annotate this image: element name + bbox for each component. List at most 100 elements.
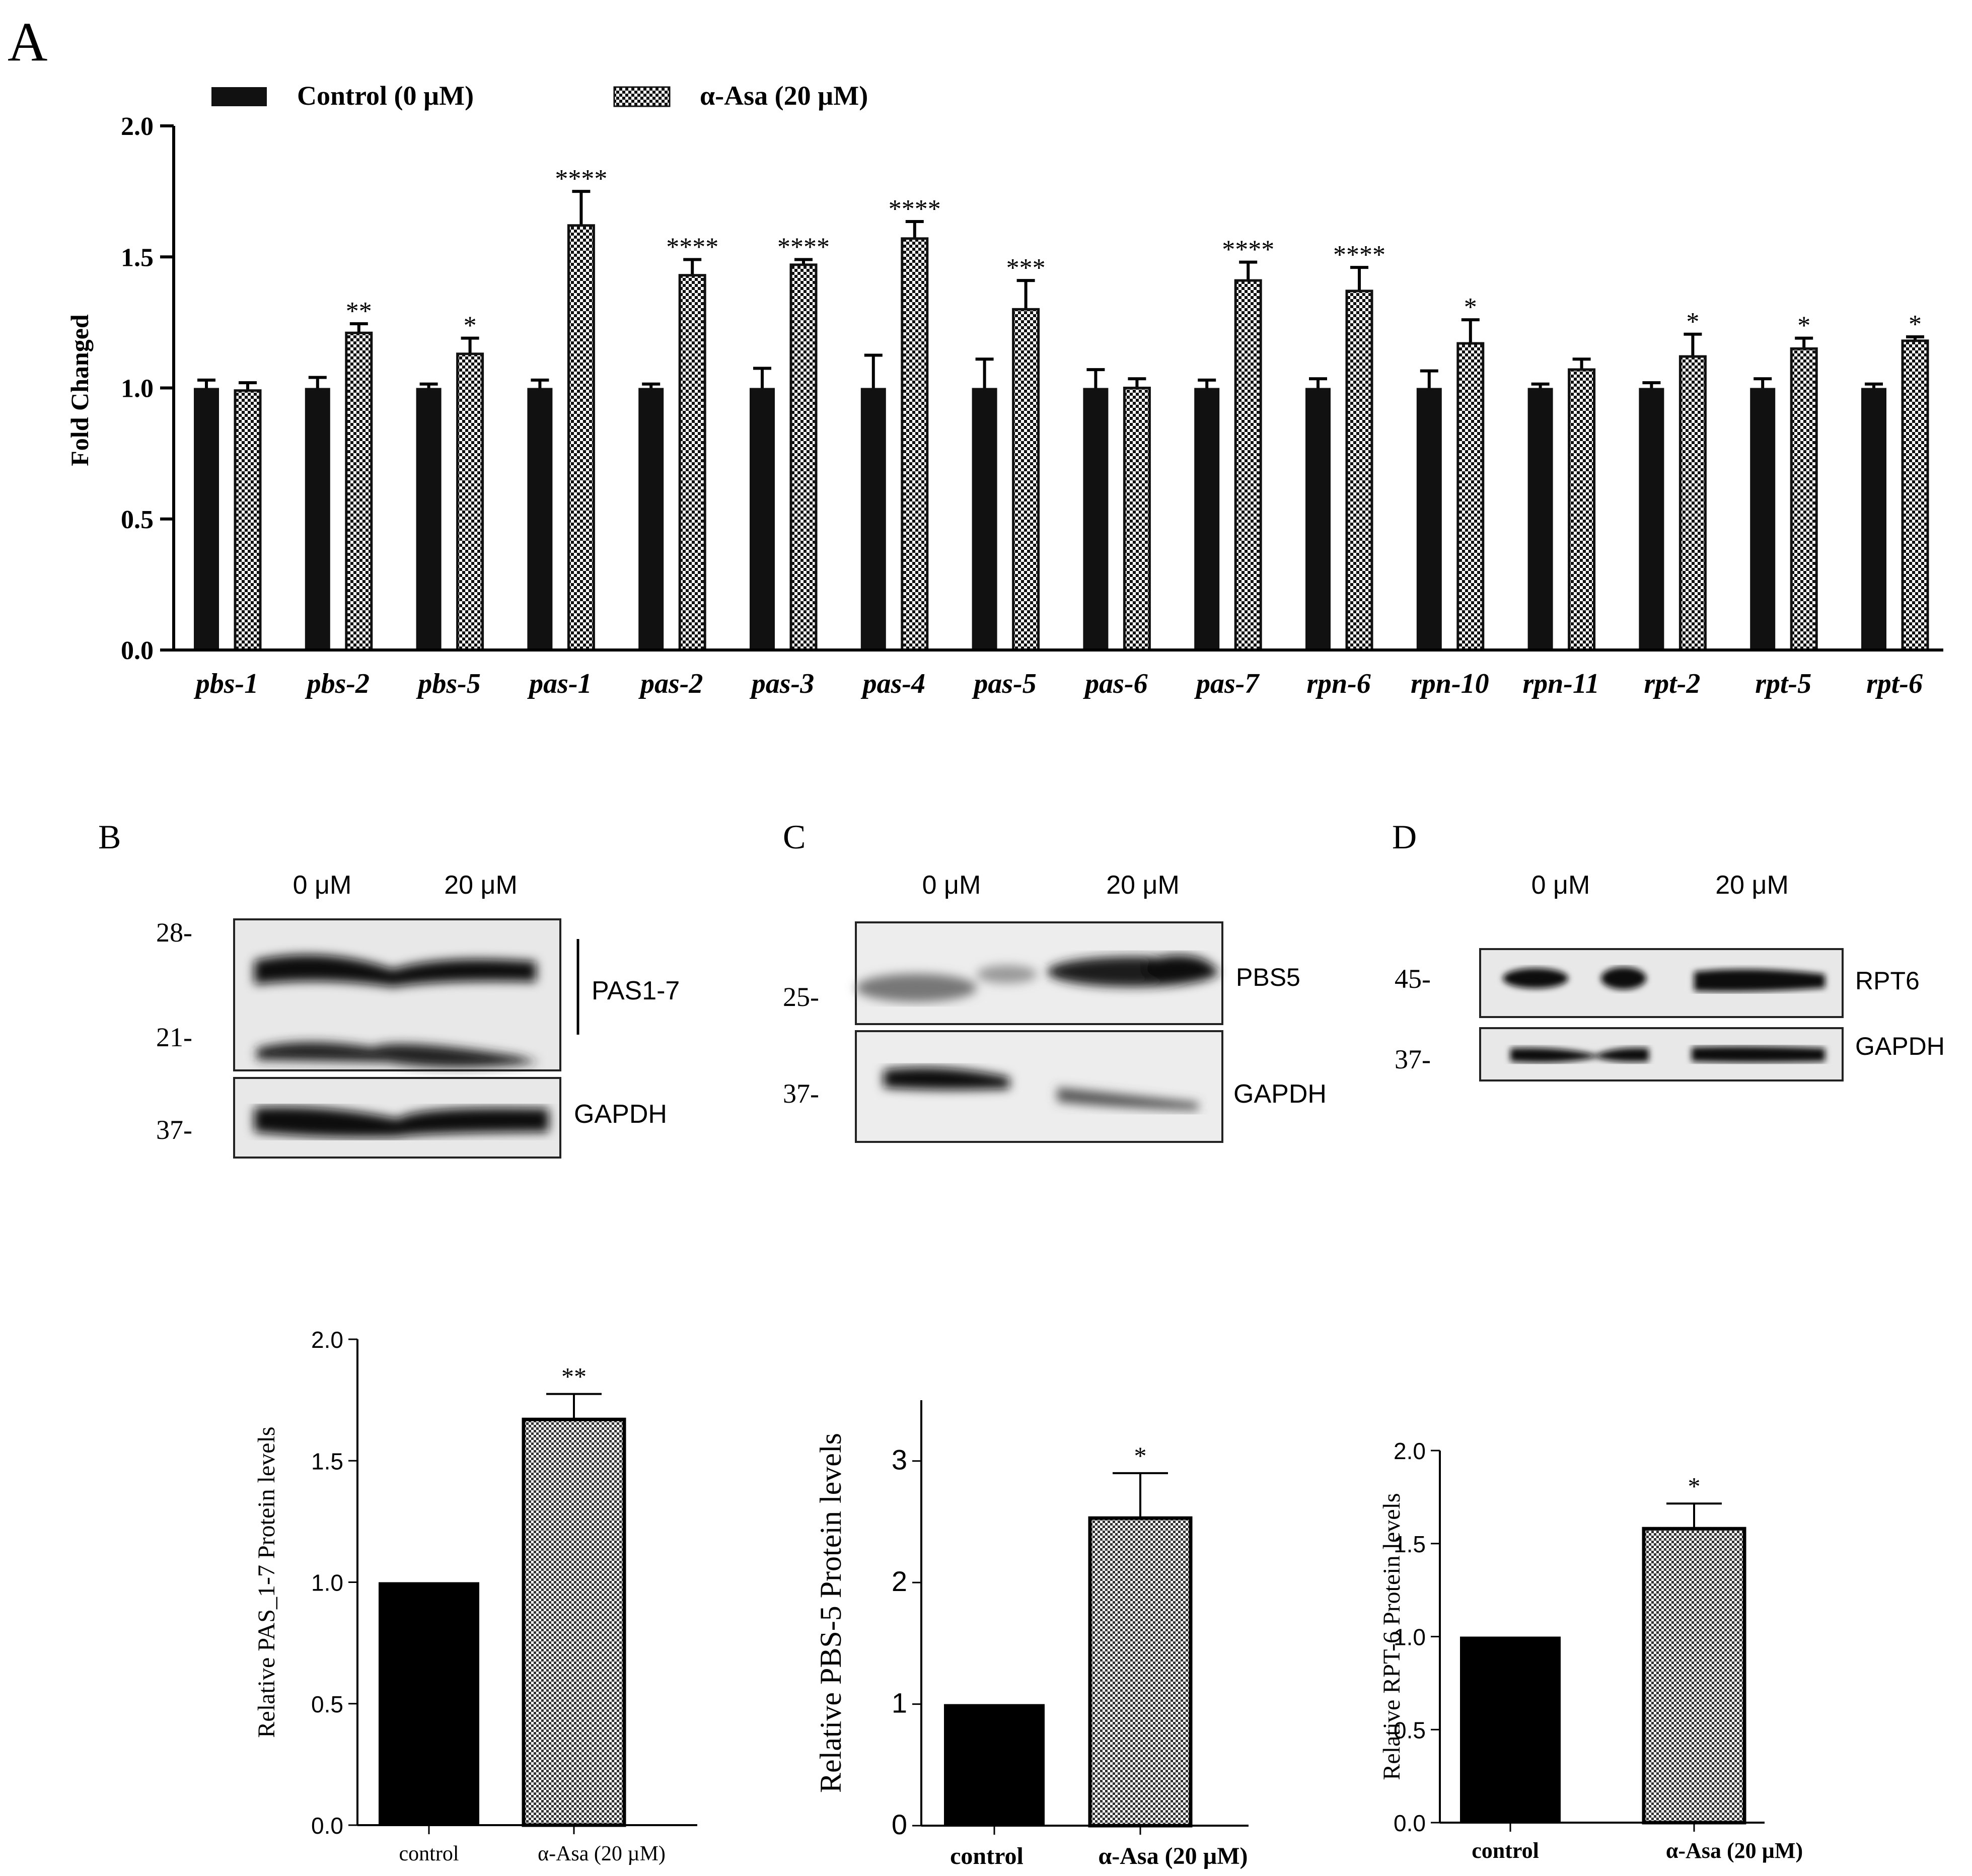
mw-marker: 28- <box>156 917 192 948</box>
legend-swatch-treated <box>613 86 671 107</box>
bar-control <box>638 388 664 650</box>
bar-control <box>1416 388 1442 650</box>
bar-treated <box>1234 279 1262 652</box>
bar-treated <box>1678 355 1707 652</box>
x-tick-label: pas-3 <box>750 668 814 699</box>
blot-b: 0 μM 20 μM 28- 21- 37- PAS1-7 GAPDH <box>156 871 680 1159</box>
bar-treated <box>1088 1516 1193 1828</box>
bar-control <box>379 1582 479 1825</box>
significance-mark: **** <box>666 233 718 261</box>
mw-marker: 45- <box>1395 964 1431 994</box>
legend-swatch-control <box>211 87 267 106</box>
y-tick-label: 1.0 <box>311 1570 343 1596</box>
blot-label: PBS5 <box>1236 963 1300 991</box>
y-tick-label: 0.0 <box>1394 1810 1426 1836</box>
bar-treated <box>1345 290 1373 652</box>
bar-treated <box>456 352 484 652</box>
y-tick-label: 0.5 <box>121 506 154 534</box>
bar-treated <box>1790 347 1818 652</box>
blot-label: GAPDH <box>574 1100 667 1129</box>
bar-control <box>1861 388 1886 650</box>
bar-control <box>1527 388 1553 650</box>
significance-mark: * <box>1134 1441 1147 1470</box>
bar-control <box>1083 388 1109 650</box>
lane-label: 20 μM <box>444 871 518 900</box>
y-tick-label: 0.5 <box>311 1691 343 1717</box>
bar-control <box>1194 388 1220 650</box>
significance-mark: * <box>1464 293 1477 322</box>
chart-c: Relative PBS-5 Protein levels 0 1 2 3 control… <box>814 1400 1249 1869</box>
significance-mark: * <box>1686 308 1699 336</box>
x-tick-label: pas-6 <box>1083 668 1147 699</box>
significance-mark: **** <box>1222 236 1274 264</box>
bar-control <box>305 388 330 650</box>
bar-treated <box>1123 387 1151 652</box>
blot-label: GAPDH <box>1233 1079 1327 1109</box>
bar-treated <box>789 263 818 652</box>
x-tick-label: pas-5 <box>972 668 1036 699</box>
bar-treated <box>345 331 373 652</box>
y-axis-label: Relative RPT-6 Protein levels <box>1378 1493 1405 1780</box>
blot-c: 0 μM 20 μM 25- 37- PBS5 GAPDH <box>783 871 1327 1143</box>
y-tick-label: 1.5 <box>1394 1531 1426 1557</box>
blot-label: PAS1-7 <box>592 976 680 1005</box>
bar-treated <box>567 224 595 652</box>
bar-control <box>944 1704 1045 1826</box>
bar-treated <box>234 389 262 652</box>
y-tick-label: 1.0 <box>121 375 154 403</box>
lane-label: 0 μM <box>293 871 352 900</box>
significance-mark: *** <box>1006 254 1046 282</box>
x-tick-label: α-Asa (20 µM) <box>538 1842 666 1865</box>
y-axis: 0.0 0.5 1.0 1.5 2.0 <box>121 112 174 665</box>
x-tick-label: pbs-5 <box>416 668 480 699</box>
y-axis-label: Relative PAS_1-7 Protein levels <box>253 1426 280 1738</box>
y-tick-label: 0.0 <box>121 636 154 665</box>
mw-marker: 25- <box>783 982 819 1012</box>
bar-treated <box>678 274 706 652</box>
x-tick-label: rpt-2 <box>1644 668 1700 699</box>
y-tick-label: 1 <box>892 1687 907 1719</box>
legend-label-control: Control (0 µM) <box>297 81 474 111</box>
significance-mark: **** <box>889 195 941 224</box>
significance-mark: * <box>1797 312 1810 340</box>
x-tick-label: α-Asa (20 µM) <box>1666 1838 1803 1863</box>
x-tick-label: control <box>950 1843 1024 1869</box>
chart-d: Relative RPT-6 Protein levels 0.0 0.5 1.0 1.… <box>1378 1438 1803 1863</box>
panel-letter-d: D <box>1392 818 1417 856</box>
lane-label: 0 μM <box>1531 871 1590 900</box>
x-tick-label: rpt-5 <box>1755 668 1811 699</box>
x-tick-label: pas-4 <box>861 668 925 699</box>
y-tick-label: 3 <box>892 1444 907 1476</box>
x-tick-label: control <box>1472 1838 1539 1863</box>
panel-letter-c: C <box>783 818 806 856</box>
bar-control <box>972 388 997 650</box>
x-tick-label: rpn-11 <box>1522 668 1599 699</box>
bar-treated <box>1901 339 1929 652</box>
bar-control <box>527 388 553 650</box>
lane-label: 0 μM <box>922 871 981 900</box>
mw-marker: 37- <box>783 1078 819 1109</box>
x-tick-label: control <box>399 1842 459 1865</box>
legend: Control (0 µM) α-Asa (20 µM) <box>211 81 868 111</box>
y-tick-label: 1.0 <box>1394 1624 1426 1650</box>
x-tick-label: rpn-10 <box>1411 668 1489 699</box>
bar-treated <box>1456 342 1485 652</box>
y-tick-label: 2 <box>892 1565 907 1597</box>
x-tick-label: pbs-1 <box>194 668 258 699</box>
significance-mark: **** <box>777 233 830 261</box>
lane-label: 20 μM <box>1715 871 1789 900</box>
blot-d: 0 μM 20 μM 45- 37- RPT6 GAPDH <box>1395 871 1945 1081</box>
panel-letter-a: A <box>8 11 47 73</box>
significance-mark: **** <box>555 165 607 193</box>
y-tick-label: 1.5 <box>121 243 154 272</box>
y-axis-label: Relative PBS-5 Protein levels <box>814 1433 847 1793</box>
y-tick-label: 2.0 <box>121 112 154 141</box>
mw-marker: 37- <box>156 1115 192 1145</box>
blot-label: GAPDH <box>1855 1032 1945 1060</box>
significance-mark: * <box>1688 1472 1701 1500</box>
significance-mark: * <box>464 312 477 340</box>
y-tick-label: 2.0 <box>1394 1438 1426 1464</box>
bar-control <box>194 388 219 650</box>
x-tick-label: rpt-6 <box>1866 668 1923 699</box>
